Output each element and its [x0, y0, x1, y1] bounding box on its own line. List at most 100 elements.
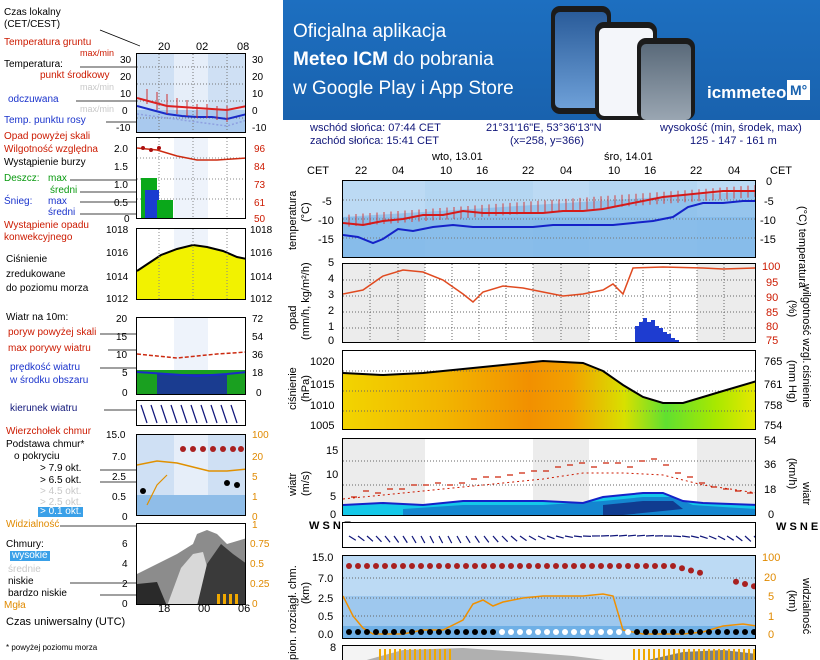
humid-axis: 95	[766, 277, 779, 289]
pressure-axis-left: 1016	[106, 248, 129, 259]
precip-mini-svg	[137, 138, 245, 218]
precip-axis-right: 96	[254, 144, 266, 155]
precip-unit: (mm/h, kg/m²/h)	[300, 262, 312, 340]
cloud-base-dot	[607, 629, 613, 635]
wind-arrow	[726, 535, 735, 541]
temp-axis: -5	[764, 196, 774, 208]
feels-sub: max/min	[80, 104, 115, 114]
wind-dir-mini-svg	[137, 401, 245, 425]
cloud-top-dot	[634, 563, 640, 569]
cloud-base-dot	[472, 629, 478, 635]
cloud-base-dot	[508, 629, 514, 635]
press-axis-r: 761	[764, 379, 783, 391]
soil-temp-sub: max/min	[80, 48, 115, 58]
cloud-axis-r: 1	[768, 611, 775, 623]
clouds-mini-svg	[137, 524, 245, 604]
cloud-base-dot	[346, 629, 352, 635]
cloud-base-dot	[571, 629, 577, 635]
fog-bar	[449, 649, 451, 660]
time-local-sub: (CET/CEST)	[4, 19, 61, 30]
wind-axis-left: 0	[122, 388, 128, 399]
pressure-sub2: do poziomu morza	[6, 283, 89, 294]
wind-axis-r: 0	[768, 509, 775, 521]
cloud-chart-svg	[343, 556, 755, 638]
wind-arrow	[573, 535, 583, 538]
hour-tick: 22	[690, 165, 703, 177]
cloud-axis-l: 0.5	[318, 611, 334, 623]
cloud-base-dot	[526, 629, 532, 635]
cloud-base-dot	[490, 629, 496, 635]
precip-axis-l: 1	[328, 321, 335, 333]
cloud-top-dot	[526, 563, 532, 569]
wind-arrow	[627, 534, 637, 537]
precip-axis-right: 61	[254, 198, 266, 209]
humidity-label: Wilgotność względna	[4, 144, 98, 155]
wind-arrow	[474, 535, 480, 543]
wind-arrow	[618, 534, 628, 537]
fog-bar	[424, 649, 426, 660]
cloud-base-dot	[481, 629, 487, 635]
cloud-base-dot	[454, 629, 460, 635]
cloud-axis-right: 20	[252, 452, 264, 463]
cloud-top-dot	[427, 563, 433, 569]
cloud-axis-r: 20	[764, 572, 777, 584]
grid-coords: (x=258, y=366)	[510, 135, 584, 147]
cloud-base-dot	[670, 629, 676, 635]
clouds-axis-right: 0.5	[250, 559, 264, 570]
cloud-base-dot	[382, 629, 388, 635]
day1-label: wto, 13.01	[432, 151, 483, 163]
clouds-axis-left: 0	[122, 599, 128, 610]
dew-label: Temp. punktu rosy	[4, 115, 86, 126]
cloud-top-dot	[733, 578, 739, 585]
wind-arrow	[447, 535, 453, 544]
wind-dir-label: kierunek wiatru	[10, 403, 78, 414]
fog-label: Mgła	[4, 600, 26, 611]
wind-unit: (m/s)	[300, 470, 312, 496]
wind-axis-left: 20	[116, 314, 128, 325]
pressure-axis-right: 1012	[250, 294, 273, 305]
wind-label: Wiatr na 10m:	[6, 312, 69, 323]
cloud-top-dot	[742, 581, 748, 587]
wind-axis-l: 10	[326, 469, 339, 481]
wind-axis-left: 10	[116, 350, 128, 361]
cloud-base-dot	[544, 629, 550, 635]
wind-arrow	[744, 535, 752, 542]
cloud-base-dot	[751, 629, 755, 635]
conv-label: Wystąpienie opadu	[4, 220, 89, 231]
app-promo-banner[interactable]: Oficjalna aplikacja Meteo ICM do pobrani…	[283, 0, 820, 120]
cloud-base-dot	[562, 629, 568, 635]
fog-bar	[718, 649, 720, 660]
wind-arrow	[510, 535, 518, 542]
cloud-base-dot	[517, 629, 523, 635]
rain-mid: średni	[50, 185, 78, 196]
fog-bar	[683, 649, 685, 660]
humid-axis: 80	[766, 321, 779, 333]
cloud-base-dot	[409, 629, 415, 635]
cloud-top-dot	[472, 563, 478, 569]
cloud-top-dot	[652, 563, 658, 569]
temp-axis-l: -5	[322, 196, 332, 208]
clouds-axis-right: 0.75	[250, 539, 270, 550]
wind-axis-left: 15	[116, 332, 128, 343]
wind-arrow	[735, 535, 743, 542]
fog-bar	[698, 649, 700, 660]
temp-axis-right: -10	[252, 123, 267, 134]
cloud-top-dot	[607, 563, 613, 569]
temp-axis-right: 30	[252, 55, 264, 66]
icmmeteo-logo: icmmeteo	[707, 83, 787, 102]
cloud-top-dot	[517, 563, 523, 569]
cloud-axis-left: 0.5	[112, 492, 126, 503]
precip-chart-svg	[343, 264, 755, 342]
cloud-top-dot	[382, 563, 388, 569]
cloud-base-dot	[643, 629, 649, 635]
cloud-top-dot	[670, 563, 676, 569]
temperature-label: Temperatura:	[4, 59, 63, 70]
cloud-base-dot	[463, 629, 469, 635]
vis-unit: (km)	[786, 590, 798, 612]
wind-ylabel-r: wiatr	[800, 482, 812, 506]
okt-6-5: > 6.5 okt.	[40, 475, 82, 486]
wind-axis-l: 5	[330, 491, 337, 503]
temp-axis-left: 30	[120, 55, 132, 66]
wind-arrow	[636, 534, 646, 537]
press-axis-l: 1010	[310, 400, 335, 412]
